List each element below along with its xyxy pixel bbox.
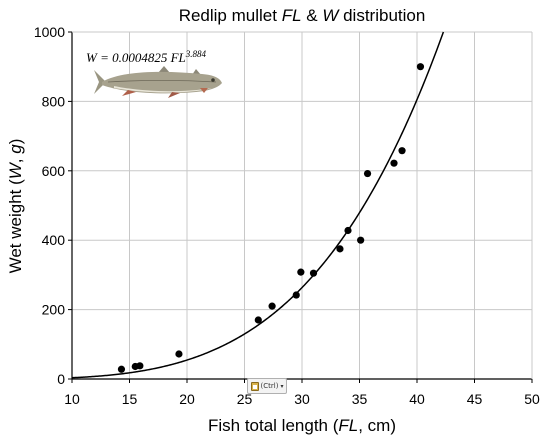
y-tick-label: 200 (42, 302, 66, 318)
paste-options-button[interactable]: (Ctrl) ▾ (247, 378, 287, 394)
data-point (254, 316, 262, 324)
x-tick-label: 20 (179, 391, 195, 407)
x-tick-label: 45 (467, 391, 483, 407)
y-axis-title: Wet weight (W, g) (6, 139, 25, 274)
x-axis-title: Fish total length (FL, cm) (208, 416, 396, 435)
equation-exponent: 3.884 (185, 49, 207, 59)
data-point (363, 169, 372, 178)
data-point (268, 302, 276, 310)
data-point (297, 268, 305, 276)
data-point (416, 63, 425, 71)
fit-curve (71, 31, 445, 379)
data-point (390, 159, 398, 167)
data-points (117, 63, 425, 373)
x-tick-label: 25 (237, 391, 253, 407)
axes (68, 31, 533, 383)
x-tick-label: 35 (352, 391, 368, 407)
equation-text: W = 0.0004825 FL (86, 50, 186, 65)
data-point (309, 269, 318, 277)
tick-labels: 10 15 20 25 30 35 40 45 50 0 200 400 600 800 1000 (34, 24, 540, 407)
paste-options-label: (Ctrl) (260, 382, 279, 390)
x-tick-label: 15 (122, 391, 138, 407)
clipboard-icon (250, 381, 259, 391)
fit-equation: W = 0.0004825 FL3.884 (86, 49, 207, 65)
data-point (344, 226, 352, 235)
svg-text:W = 0.0004825 FL3.884: W = 0.0004825 FL3.884 (86, 49, 207, 65)
y-tick-label: 600 (42, 163, 66, 179)
y-tick-label: 400 (42, 232, 66, 248)
data-point (398, 147, 406, 155)
x-tick-label: 30 (294, 391, 310, 407)
y-tick-label: 800 (42, 93, 66, 109)
chart-title: Redlip mullet FL & W distribution (179, 6, 426, 25)
data-point (117, 365, 126, 373)
data-point (136, 362, 144, 370)
y-tick-label: 1000 (34, 24, 65, 40)
x-tick-label: 10 (64, 391, 80, 407)
redlip-mullet-fish-image (94, 66, 222, 98)
data-point (336, 245, 344, 253)
data-point (175, 350, 183, 358)
fit-curve-group (71, 31, 445, 379)
x-tick-label: 40 (409, 391, 425, 407)
chevron-down-icon: ▾ (280, 382, 284, 390)
x-tick-label: 50 (524, 391, 540, 407)
data-point (292, 291, 300, 299)
y-tick-label: 0 (57, 371, 65, 387)
data-point (357, 236, 365, 244)
